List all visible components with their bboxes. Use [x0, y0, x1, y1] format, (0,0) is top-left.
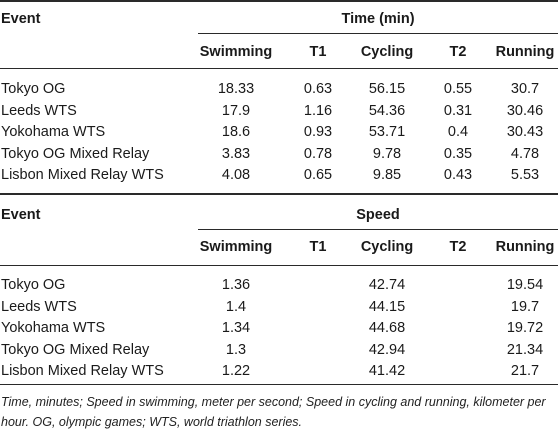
table-cell: 30.43 — [506, 124, 544, 140]
table-cell: 0.35 — [443, 145, 473, 162]
table-cell: 1.3 — [225, 341, 247, 358]
table-cell: 0.55 — [443, 81, 473, 97]
table-cell: 18.33 — [217, 81, 255, 97]
table-cell: 0.31 — [443, 102, 473, 119]
table-cell: 0.4 — [447, 124, 469, 140]
table1-group-header: Time (min) — [341, 11, 415, 27]
table-row-event: Leeds WTS — [1, 102, 77, 119]
table-cell: 1.36 — [221, 277, 251, 293]
table2-header-rule — [0, 265, 558, 266]
table-row-event: Tokyo OG Mixed Relay — [1, 341, 150, 358]
table-cell: 21.34 — [506, 341, 544, 358]
table-cell: 56.15 — [368, 81, 406, 97]
table2-bottom-rule — [0, 384, 558, 385]
table1-group-rule — [198, 33, 558, 34]
table-row-event: Lisbon Mixed Relay WTS — [1, 363, 164, 379]
table-cell: 19.7 — [510, 298, 540, 315]
table2-col-running: Running — [495, 239, 555, 255]
table1-col-swimming: Swimming — [199, 44, 273, 60]
table-cell: 1.22 — [221, 363, 251, 379]
table1-event-header: Event — [1, 11, 41, 27]
table-cell: 30.46 — [506, 102, 544, 119]
table-caption: Time, minutes; Speed in swimming, meter … — [1, 395, 546, 429]
table-cell: 0.43 — [443, 167, 473, 183]
table-cell: 44.68 — [368, 320, 406, 336]
table-row-event: Tokyo OG — [1, 277, 66, 293]
table2-col-t1: T1 — [309, 239, 327, 255]
table-row-event: Lisbon Mixed Relay WTS — [1, 167, 164, 183]
table-cell: 0.93 — [303, 124, 333, 140]
table1-col-t2: T2 — [449, 44, 467, 60]
table2-col-cycling: Cycling — [360, 239, 414, 255]
table-cell: 0.78 — [303, 145, 333, 162]
table-cell: 0.65 — [303, 167, 333, 183]
table-cell: 30.7 — [510, 81, 540, 97]
table-cell: 1.34 — [221, 320, 251, 336]
table-cell: 4.08 — [221, 167, 251, 183]
table-cell: 1.16 — [303, 102, 333, 119]
table-row-event: Leeds WTS — [1, 298, 77, 315]
table1-col-cycling: Cycling — [360, 44, 414, 60]
table1-col-t1: T1 — [309, 44, 327, 60]
table-row-event: Tokyo OG — [1, 81, 66, 97]
table1-col-running: Running — [495, 44, 555, 60]
table-cell: 18.6 — [221, 124, 251, 140]
table2-group-header: Speed — [356, 207, 400, 223]
table-cell: 42.94 — [368, 341, 406, 358]
table-cell: 9.85 — [372, 167, 402, 183]
table-cell: 19.54 — [506, 277, 544, 293]
table-cell: 9.78 — [372, 145, 402, 162]
table-row-event: Yokohama WTS — [1, 124, 106, 140]
table-cell: 0.63 — [303, 81, 333, 97]
table-cell: 4.78 — [510, 145, 540, 162]
table-cell: 41.42 — [368, 363, 406, 379]
table-cell: 44.15 — [368, 298, 406, 315]
table-cell: 42.74 — [368, 277, 406, 293]
table-cell: 1.4 — [225, 298, 247, 315]
table-cell: 21.7 — [510, 363, 540, 379]
table2-group-rule — [198, 229, 558, 230]
table-row-event: Yokohama WTS — [1, 320, 106, 336]
table-row-event: Tokyo OG Mixed Relay — [1, 145, 150, 162]
table2-event-header: Event — [1, 207, 41, 223]
table1-header-rule — [0, 68, 558, 69]
table2-col-swimming: Swimming — [199, 239, 273, 255]
table-cell: 19.72 — [506, 320, 544, 336]
table2-col-t2: T2 — [449, 239, 467, 255]
table-cell: 17.9 — [221, 102, 251, 119]
table-cell: 53.71 — [368, 124, 406, 140]
table-cell: 3.83 — [221, 145, 251, 162]
table1-top-rule — [0, 0, 558, 2]
table-cell: 5.53 — [510, 167, 540, 183]
table-cell: 54.36 — [368, 102, 406, 119]
table2-top-rule — [0, 193, 558, 195]
